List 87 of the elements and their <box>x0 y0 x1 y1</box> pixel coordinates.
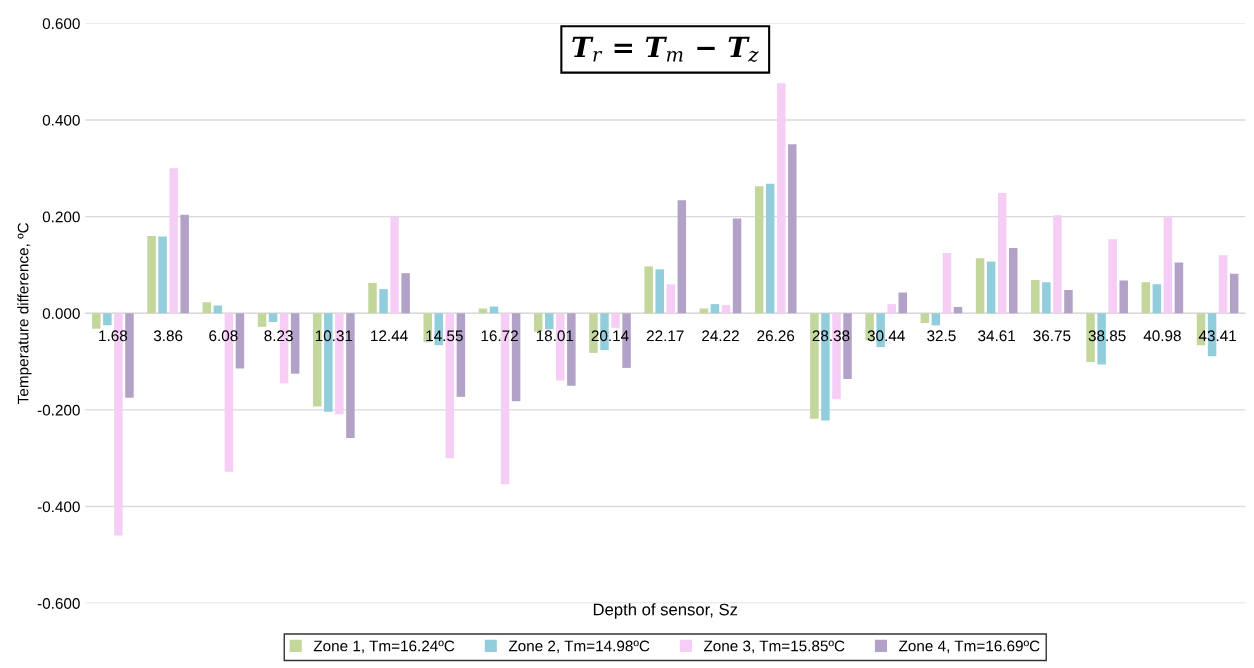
x-tick-label: 3.86 <box>153 330 183 342</box>
bar <box>1152 284 1162 314</box>
bar <box>788 144 797 314</box>
x-axis-title: Depth of sensor, Sz <box>593 603 738 619</box>
bar <box>545 313 554 330</box>
bar <box>202 302 212 314</box>
bar <box>666 284 676 314</box>
bar <box>1053 215 1062 314</box>
bar <box>765 183 775 314</box>
bar <box>1108 239 1117 314</box>
bar <box>975 258 985 314</box>
bar <box>92 313 101 329</box>
bar <box>1064 290 1073 314</box>
bar <box>655 269 664 314</box>
x-tick-label: 22.17 <box>646 330 684 342</box>
chart-title: T$_{r}$ = T$_{m}$ − T$_{z}$ <box>572 36 759 62</box>
x-tick-label: 40.98 <box>1143 330 1181 342</box>
bar <box>401 273 410 314</box>
x-tick-label: 36.75 <box>1033 330 1071 342</box>
x-tick-label: 30.44 <box>867 330 905 342</box>
bar <box>268 313 278 322</box>
x-tick-label: 18.01 <box>536 330 574 342</box>
bar <box>1174 262 1184 314</box>
bar <box>1163 217 1173 314</box>
y-tick-label: 0.000 <box>42 308 80 319</box>
bar <box>699 308 709 314</box>
bar <box>1119 280 1128 314</box>
bar <box>180 214 189 314</box>
y-tick-label: -0.400 <box>37 501 80 513</box>
bar <box>710 304 720 314</box>
y-axis-title: Temperature difference, ºC <box>17 222 32 404</box>
bar <box>1031 279 1040 314</box>
bar <box>1141 282 1151 314</box>
bar <box>721 305 731 314</box>
bar <box>898 292 908 314</box>
bar <box>390 216 399 314</box>
x-tick-label: 38.85 <box>1088 330 1126 342</box>
y-tick-label: 0.600 <box>42 18 80 30</box>
bar <box>533 313 543 332</box>
bar <box>147 235 156 314</box>
x-tick-label: 32.5 <box>927 330 956 342</box>
bar <box>754 186 764 314</box>
x-tick-label: 43.41 <box>1198 330 1236 342</box>
legend-label: Zone 2, Tm=14.98ºC <box>508 640 650 654</box>
bar <box>776 83 786 314</box>
bar <box>920 313 930 323</box>
x-tick-label: 8.23 <box>264 330 293 342</box>
bar <box>478 308 488 314</box>
bar <box>379 289 388 314</box>
legend-label: Zone 1, Tm=16.24ºC <box>313 640 455 654</box>
x-tick-label: 14.55 <box>426 330 463 342</box>
x-tick-label: 16.72 <box>481 330 518 342</box>
x-tick-label: 24.22 <box>702 330 739 342</box>
bar <box>125 313 134 398</box>
bar <box>158 236 167 314</box>
bar <box>368 282 377 314</box>
bar <box>953 307 963 314</box>
x-tick-label: 1.68 <box>99 330 128 342</box>
bar <box>169 168 178 314</box>
bar <box>1218 255 1228 314</box>
bar <box>677 200 687 314</box>
bar <box>986 261 996 314</box>
bar <box>732 218 742 314</box>
x-tick-label: 20.14 <box>591 330 629 342</box>
x-tick-label: 6.08 <box>209 330 238 342</box>
y-tick-label: 0.400 <box>42 114 80 126</box>
x-tick-label: 26.26 <box>757 330 795 342</box>
y-tick-label: -0.200 <box>37 404 80 416</box>
x-tick-label: 10.31 <box>315 330 353 342</box>
x-tick-label: 34.61 <box>978 330 1016 342</box>
bar <box>1229 273 1239 314</box>
bar <box>257 313 267 327</box>
bar <box>997 192 1007 314</box>
bar <box>931 313 941 326</box>
y-tick-label: 0.200 <box>42 211 80 223</box>
bar <box>103 313 112 326</box>
x-tick-label: 12.44 <box>371 330 408 342</box>
bar <box>942 252 952 314</box>
legend-label: Zone 3, Tm=15.85ºC <box>703 640 845 654</box>
bar <box>1008 248 1018 314</box>
y-tick-label: -0.600 <box>37 598 80 609</box>
bar <box>611 313 620 328</box>
bar <box>887 304 896 314</box>
bar <box>644 266 653 314</box>
x-tick-label: 28.38 <box>812 330 850 342</box>
legend-label: Zone 4, Tm=16.69ºC <box>899 640 1040 654</box>
bar <box>1042 282 1051 314</box>
